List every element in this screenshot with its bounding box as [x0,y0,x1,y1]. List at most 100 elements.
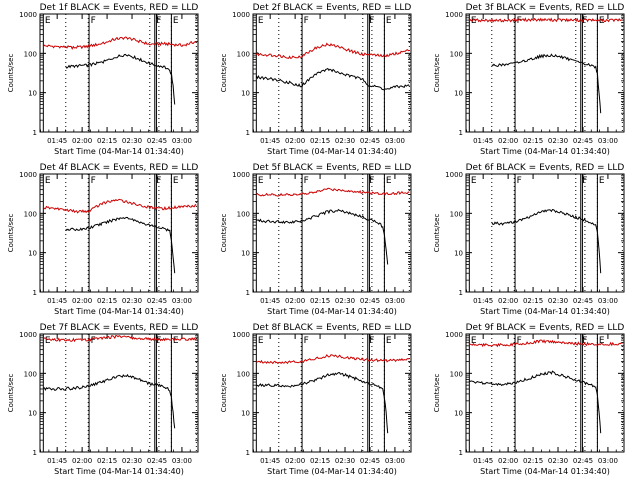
event-marker-label: F [156,176,161,186]
y-tick-label: 1 [246,449,250,457]
event-marker-label: F [369,16,374,26]
x-tick-label: 01:45 [47,457,67,465]
x-tick-label: 03:00 [598,297,618,305]
panel-8: Det 8f BLACK = Events, RED = LLD Counts/s… [220,323,412,476]
x-tick-label: 03:00 [172,457,192,465]
panel-4: Det 4f BLACK = Events, RED = LLD Counts/s… [7,163,199,316]
x-tick-label: 02:30 [122,297,142,305]
panel-1: Det 1f BLACK = Events, RED = LLD Counts/s… [7,3,199,156]
y-axis-label: Counts/sec [7,214,15,253]
x-tick-label: 02:15 [310,457,330,465]
x-tick-label: 02:45 [573,297,593,305]
event-marker-label: F [156,16,161,26]
chart-title: Det 5f BLACK = Events, RED = LLD [253,163,412,173]
event-marker-label: E [173,16,179,26]
x-tick-label: 02:00 [72,137,92,145]
event-marker-label: E [471,336,477,346]
event-marker-label: E [45,176,51,186]
y-tick-label: 1000 [445,171,463,179]
x-tick-label: 02:30 [335,297,355,305]
events-series-line [256,208,389,265]
plot-frame [252,13,412,133]
chart-title: Det 6f BLACK = Events, RED = LLD [466,163,625,173]
event-marker-label: E [386,336,392,346]
lld-series-line [256,354,410,365]
x-axis-label: Start Time (04-Mar-14 01:34:40) [267,147,397,156]
y-tick-label: 10 [454,410,463,418]
events-series-line [65,216,176,274]
x-tick-label: 01:45 [47,297,67,305]
x-tick-label: 02:15 [310,297,330,305]
x-tick-label: 02:30 [548,137,568,145]
x-tick-label: 02:00 [72,297,92,305]
x-tick-label: 02:15 [523,457,543,465]
x-tick-label: 03:00 [172,137,192,145]
y-tick-label: 100 [24,210,37,218]
y-tick-label: 10 [28,410,37,418]
x-tick-label: 02:15 [97,457,117,465]
x-tick-label: 02:45 [360,297,380,305]
x-axis-label: Start Time (04-Mar-14 01:34:40) [54,307,184,316]
x-tick-label: 02:45 [147,297,167,305]
events-series-line [255,67,410,91]
y-axis-label: Counts/sec [433,54,441,93]
x-tick-label: 02:00 [72,457,92,465]
lld-series-line [468,17,623,23]
chart-title: Det 1f BLACK = Events, RED = LLD [40,3,199,13]
event-marker-label: E [471,176,477,186]
event-marker-label: F [156,336,161,346]
events-series-line [491,53,602,114]
y-tick-label: 10 [241,410,250,418]
y-tick-label: 100 [237,370,250,378]
y-tick-label: 1000 [232,171,250,179]
x-axis-label: Start Time (04-Mar-14 01:34:40) [267,307,397,316]
y-tick-label: 10 [454,90,463,98]
x-axis-label: Start Time (04-Mar-14 01:34:40) [480,147,610,156]
event-marker-label: F [91,336,96,346]
x-tick-label: 01:45 [260,297,280,305]
x-tick-label: 01:45 [260,457,280,465]
plot-frame [252,173,412,293]
plot-frame [39,13,199,133]
x-tick-label: 03:00 [172,297,192,305]
plot-frame [252,333,412,453]
lld-series-line [256,187,410,197]
y-axis-label: Counts/sec [220,54,228,93]
plot-frame [39,173,199,293]
y-tick-label: 1 [459,289,463,297]
x-tick-label: 02:00 [498,297,518,305]
x-tick-label: 02:30 [335,137,355,145]
event-marker-label: E [45,336,51,346]
x-tick-label: 01:45 [260,137,280,145]
event-marker-label: E [45,16,51,26]
y-tick-label: 1000 [445,331,463,339]
event-marker-label: E [386,16,392,26]
events-series-line [43,373,176,429]
x-tick-label: 02:00 [498,457,518,465]
y-tick-label: 1 [459,449,463,457]
x-tick-label: 03:00 [385,137,405,145]
y-tick-label: 1000 [19,331,37,339]
x-tick-label: 02:45 [573,457,593,465]
plot-frame [465,13,625,133]
y-tick-label: 1000 [19,171,37,179]
plot-frame [465,173,625,293]
event-marker-label: E [258,176,264,186]
x-tick-label: 03:00 [385,457,405,465]
event-marker-label: E [471,16,477,26]
event-marker-label: F [369,176,374,186]
event-marker-label: E [599,176,605,186]
y-tick-label: 1000 [232,331,250,339]
event-marker-label: F [91,16,96,26]
events-series-line [491,208,602,274]
event-marker-label: E [258,336,264,346]
x-tick-label: 03:00 [598,137,618,145]
x-axis-label: Start Time (04-Mar-14 01:34:40) [480,467,610,476]
chart-title: Det 7f BLACK = Events, RED = LLD [40,323,199,333]
lld-series-line [255,42,410,59]
x-tick-label: 02:45 [147,137,167,145]
event-marker-label: F [517,16,522,26]
plot-frame [39,333,199,453]
